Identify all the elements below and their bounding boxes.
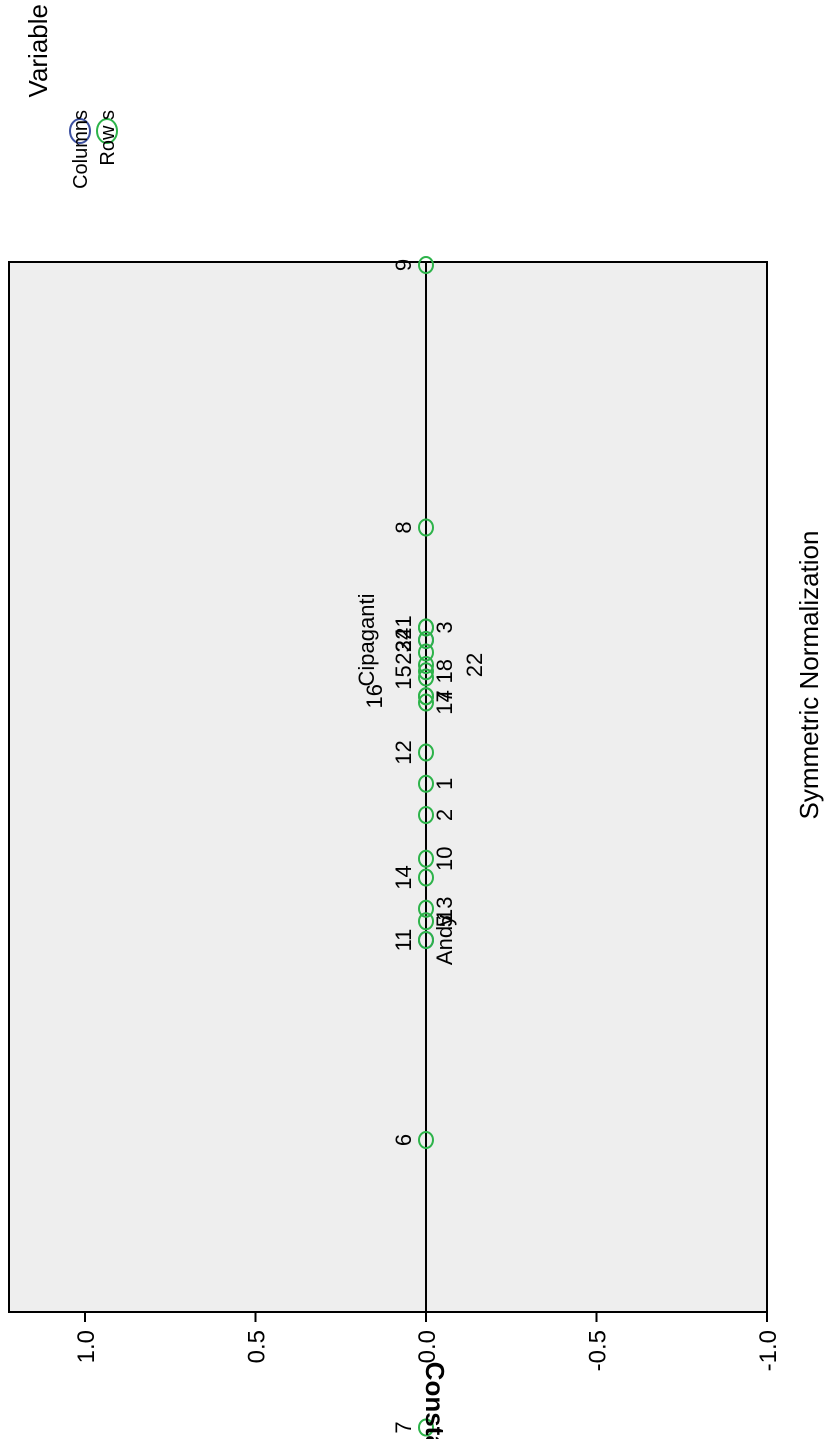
chart-title: Symmetric Normalization bbox=[794, 531, 824, 820]
point-label: 8 bbox=[391, 521, 416, 533]
point-label: 5 bbox=[432, 915, 457, 927]
row-point bbox=[418, 518, 434, 537]
y-tick-label: 1.0 bbox=[73, 1330, 100, 1363]
row-point bbox=[418, 687, 434, 706]
y-tick-label: -1.0 bbox=[755, 1330, 782, 1371]
row-point bbox=[418, 868, 434, 887]
row-point bbox=[418, 849, 434, 868]
row-point bbox=[418, 256, 434, 274]
point-label: Cipaganti bbox=[354, 594, 379, 687]
point-label: Andy bbox=[432, 915, 457, 965]
row-point bbox=[418, 656, 434, 674]
point-label: 15 bbox=[391, 665, 416, 689]
point-label: 1 bbox=[432, 778, 457, 790]
row-point bbox=[418, 743, 434, 762]
point-label: 13 bbox=[432, 897, 457, 921]
legend-marker-rows bbox=[96, 118, 118, 144]
point-label: 4 bbox=[432, 690, 457, 702]
point-label: 18 bbox=[432, 659, 457, 683]
plot-area bbox=[8, 261, 768, 1313]
row-point bbox=[418, 1131, 434, 1149]
row-point bbox=[418, 1418, 434, 1437]
point-label: 17 bbox=[432, 690, 457, 714]
point-label: 21 bbox=[391, 615, 416, 639]
point-label: 7 bbox=[391, 1421, 416, 1433]
point-label: 11 bbox=[391, 929, 416, 952]
point-label: 14 bbox=[391, 865, 416, 889]
row-point bbox=[418, 662, 434, 681]
y-tick-label: 0.0 bbox=[414, 1330, 441, 1363]
point-label: 9 bbox=[391, 259, 416, 271]
point-label: 10 bbox=[432, 847, 457, 871]
row-point bbox=[418, 631, 434, 649]
point-label: 6 bbox=[391, 1134, 416, 1146]
row-point bbox=[418, 806, 434, 824]
point-label: 3 bbox=[432, 621, 457, 633]
legend-title: Variable bbox=[23, 4, 53, 97]
y-axis-title: Constant bbox=[420, 1362, 450, 1439]
row-point bbox=[418, 899, 434, 918]
legend: Variable Columns Row s bbox=[23, 4, 119, 189]
row-point bbox=[418, 618, 434, 637]
point-label: 2 bbox=[432, 809, 457, 821]
data-points bbox=[418, 256, 434, 1437]
legend-label-rows: Row s bbox=[97, 110, 119, 166]
row-point bbox=[418, 643, 434, 662]
point-label: 23 bbox=[391, 640, 416, 664]
point-label: 22 bbox=[462, 653, 487, 677]
y-tick-label: 0.5 bbox=[244, 1330, 271, 1363]
row-point bbox=[418, 693, 434, 712]
point-label: 24 bbox=[391, 628, 416, 652]
y-axis-ticks: 1.0 0.5 0.0 -0.5 -1.0 bbox=[73, 1312, 782, 1371]
legend-marker-columns bbox=[69, 118, 91, 144]
row-point bbox=[418, 912, 434, 931]
row-point bbox=[418, 931, 434, 949]
row-point bbox=[418, 668, 434, 687]
legend-label-columns: Columns bbox=[70, 110, 92, 189]
y-tick-label: -0.5 bbox=[585, 1330, 612, 1371]
row-point bbox=[418, 774, 434, 793]
point-label: 12 bbox=[391, 740, 416, 764]
point-label: 16 bbox=[362, 684, 387, 708]
